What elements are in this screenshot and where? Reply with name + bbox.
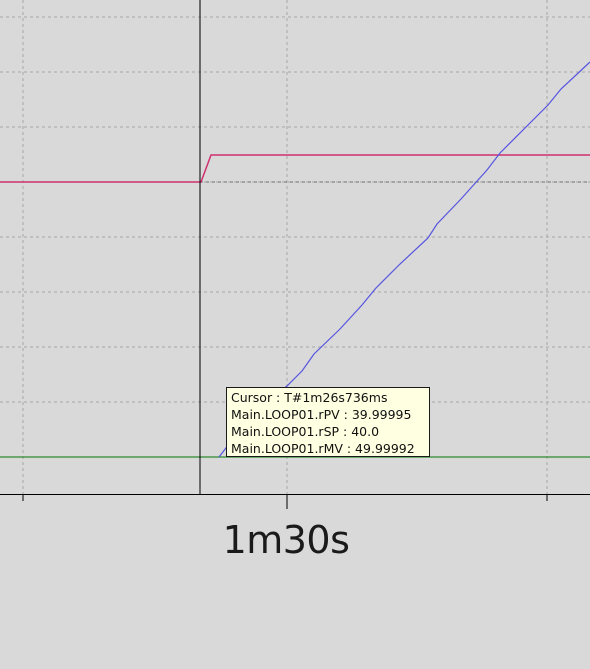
tooltip-rsp-value: Main.LOOP01.rSP : 40.0 xyxy=(231,423,429,440)
tooltip-rmv-value: Main.LOOP01.rMV : 49.99992 xyxy=(231,440,429,457)
tooltip-cursor-time: Cursor : T#1m26s736ms xyxy=(231,389,429,406)
x-axis-tick-label: 1m30s xyxy=(216,518,356,562)
cursor-tooltip: Cursor : T#1m26s736ms Main.LOOP01.rPV : … xyxy=(226,387,430,457)
tooltip-rpv-value: Main.LOOP01.rPV : 39.99995 xyxy=(231,406,429,423)
